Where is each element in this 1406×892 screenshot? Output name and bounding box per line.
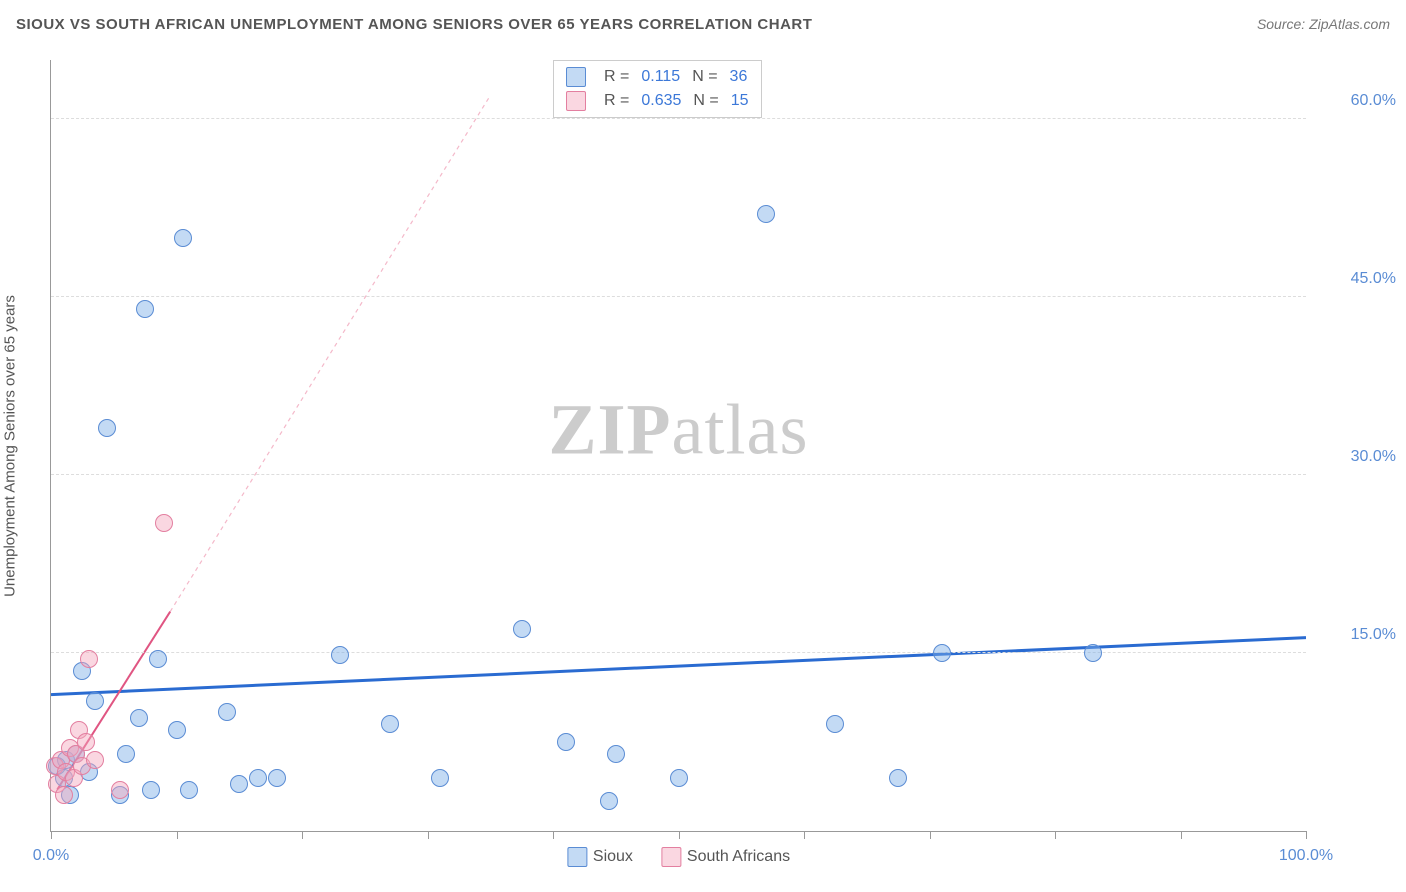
swatch-sa-icon — [661, 847, 681, 867]
x-tick — [1181, 831, 1182, 839]
gridline — [51, 118, 1306, 119]
y-tick-label: 60.0% — [1316, 92, 1396, 110]
point-sioux — [249, 769, 267, 787]
point-sioux — [218, 703, 236, 721]
legend-item-sioux: Sioux — [567, 847, 633, 867]
stats-n-label: N = — [693, 92, 718, 110]
point-sioux — [1084, 644, 1102, 662]
x-tick — [553, 831, 554, 839]
gridline — [51, 474, 1306, 475]
y-tick-label: 15.0% — [1316, 626, 1396, 644]
point-sioux — [149, 650, 167, 668]
y-tick-label: 30.0% — [1316, 448, 1396, 466]
point-sioux — [557, 733, 575, 751]
point-sioux — [670, 769, 688, 787]
stats-n-value-sioux: 36 — [730, 68, 748, 86]
stats-n-value-sa: 15 — [731, 92, 749, 110]
swatch-sioux-icon — [567, 847, 587, 867]
x-tick — [1055, 831, 1056, 839]
point-sioux — [168, 721, 186, 739]
point-sioux — [431, 769, 449, 787]
x-tick — [930, 831, 931, 839]
x-tick — [302, 831, 303, 839]
gridline — [51, 652, 1306, 653]
stats-r-label: R = — [604, 92, 629, 110]
point-sioux — [174, 229, 192, 247]
x-tick-label: 100.0% — [1279, 847, 1333, 865]
point-sa — [86, 751, 104, 769]
point-sa — [155, 514, 173, 532]
watermark-rest: atlas — [672, 390, 809, 470]
correlation-stats-box: R = 0.115 N = 36 R = 0.635 N = 15 — [553, 60, 762, 118]
point-sioux — [933, 644, 951, 662]
watermark: ZIPatlas — [549, 389, 809, 472]
scatter-plot: ZIPatlas R = 0.115 N = 36 R = 0.635 N = … — [50, 60, 1306, 832]
point-sioux — [757, 205, 775, 223]
point-sa — [111, 781, 129, 799]
chart-header: SIOUX VS SOUTH AFRICAN UNEMPLOYMENT AMON… — [0, 0, 1406, 48]
stats-row-sioux: R = 0.115 N = 36 — [566, 65, 749, 89]
stats-n-label: N = — [692, 68, 717, 86]
chart-source: Source: ZipAtlas.com — [1257, 16, 1390, 32]
stats-r-value-sioux: 0.115 — [641, 68, 680, 86]
stats-r-label: R = — [604, 68, 629, 86]
x-tick — [177, 831, 178, 839]
point-sioux — [268, 769, 286, 787]
point-sioux — [86, 692, 104, 710]
point-sioux — [130, 709, 148, 727]
trend-lines — [51, 60, 1306, 831]
point-sioux — [331, 646, 349, 664]
point-sioux — [117, 745, 135, 763]
x-tick-label: 0.0% — [33, 847, 69, 865]
source-name: ZipAtlas.com — [1309, 16, 1390, 32]
point-sa — [77, 733, 95, 751]
legend-label-sioux: Sioux — [593, 848, 633, 865]
source-prefix: Source: — [1257, 16, 1309, 32]
series-legend: Sioux South Africans — [567, 847, 790, 867]
point-sioux — [142, 781, 160, 799]
point-sa — [80, 650, 98, 668]
y-axis-label: Unemployment Among Seniors over 65 years — [2, 295, 19, 597]
x-tick — [428, 831, 429, 839]
chart-title: SIOUX VS SOUTH AFRICAN UNEMPLOYMENT AMON… — [16, 16, 812, 33]
point-sioux — [513, 620, 531, 638]
x-tick — [679, 831, 680, 839]
point-sioux — [826, 715, 844, 733]
swatch-sa-icon — [566, 91, 586, 111]
point-sioux — [230, 775, 248, 793]
x-tick — [804, 831, 805, 839]
point-sioux — [889, 769, 907, 787]
legend-label-sa: South Africans — [687, 848, 790, 865]
y-tick-label: 45.0% — [1316, 270, 1396, 288]
point-sioux — [600, 792, 618, 810]
point-sioux — [98, 419, 116, 437]
point-sa — [55, 786, 73, 804]
stats-r-value-sa: 0.635 — [641, 92, 681, 110]
legend-item-sa: South Africans — [661, 847, 790, 867]
x-tick — [1306, 831, 1307, 839]
point-sioux — [607, 745, 625, 763]
swatch-sioux-icon — [566, 67, 586, 87]
x-tick — [51, 831, 52, 839]
watermark-bold: ZIP — [549, 390, 672, 470]
point-sioux — [180, 781, 198, 799]
point-sioux — [381, 715, 399, 733]
point-sioux — [136, 300, 154, 318]
gridline — [51, 296, 1306, 297]
stats-row-sa: R = 0.635 N = 15 — [566, 89, 749, 113]
